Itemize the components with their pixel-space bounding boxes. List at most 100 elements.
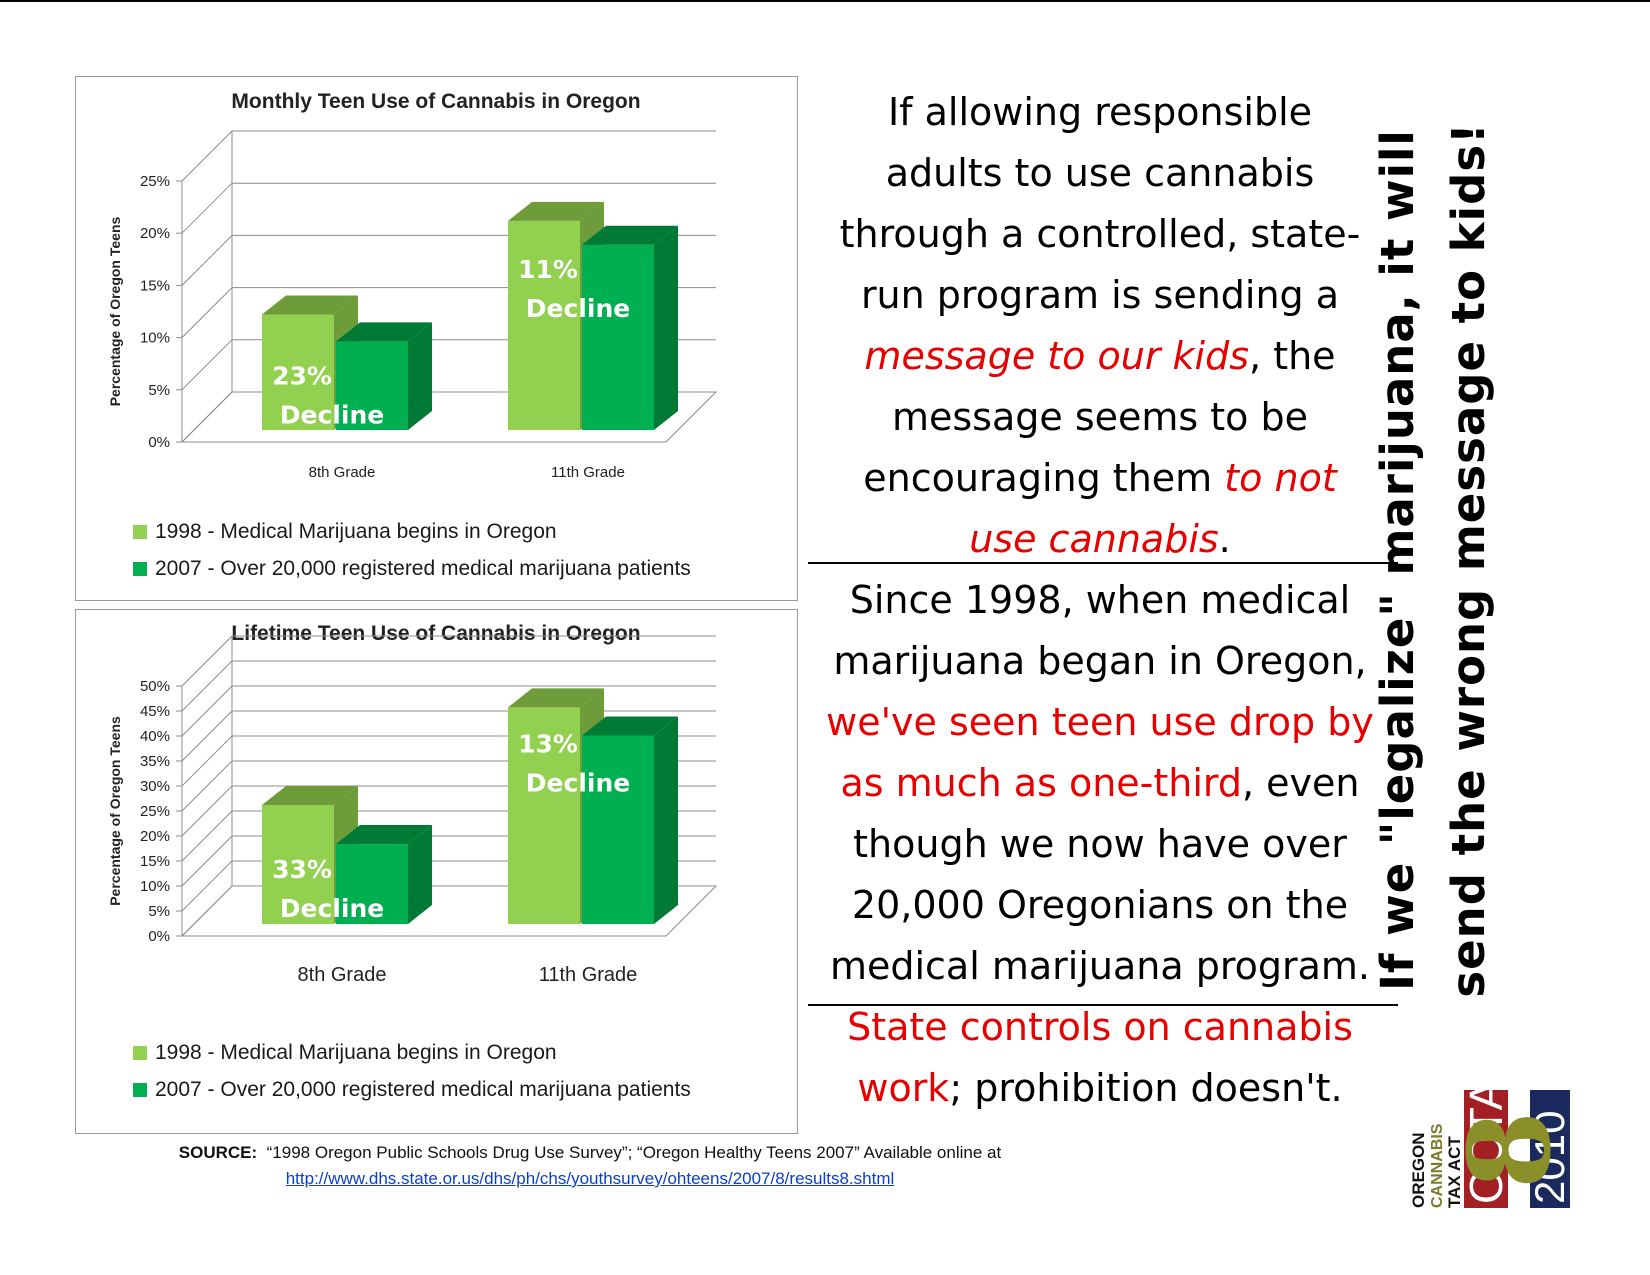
bar-top: [508, 688, 604, 708]
argument-paragraph-2: Since 1998, when medical marijuana began…: [805, 570, 1395, 997]
logo-year: 2010: [1526, 1111, 1573, 1204]
bar-side: [654, 716, 678, 924]
highlight-text: State controls on cannabis: [847, 1005, 1353, 1049]
bar-front: [336, 341, 408, 430]
text-line: work; prohibition doesn't.: [805, 1058, 1395, 1119]
bar-front: [582, 244, 654, 430]
lifetime-chart-legend: 1998 - Medical Marijuana begins in Orego…: [133, 1034, 691, 1108]
x-tick-label: 8th Grade: [309, 464, 376, 481]
y-tick-label: 45%: [140, 703, 170, 720]
x-tick-label: 11th Grade: [551, 464, 625, 481]
divider-line: [808, 562, 1398, 564]
text-line: use cannabis.: [805, 509, 1395, 570]
text-fragment: , even: [1242, 761, 1360, 805]
chart-title: Monthly Teen Use of Cannabis in Oregon: [231, 90, 640, 113]
bar-top: [582, 225, 678, 245]
logo-acronym: OCTA: [1460, 1080, 1512, 1204]
text-fragment: , the: [1249, 334, 1336, 378]
top-border-line: [0, 0, 1650, 2]
data-label-percent: 11%: [518, 255, 578, 284]
y-tick-label: 25%: [140, 173, 170, 190]
bar-front: [262, 314, 334, 430]
highlight-text: message to our kids: [864, 334, 1250, 378]
source-text: “1998 Oregon Public Schools Drug Use Sur…: [266, 1143, 1002, 1162]
highlight-text: as much as one-third: [840, 761, 1243, 805]
y-tick-label: 10%: [140, 878, 170, 895]
text-line: 20,000 Oregonians on the: [851, 883, 1349, 927]
highlight-text: to not: [1224, 456, 1337, 500]
y-tick-label: 5%: [148, 382, 170, 399]
legend-swatch-1998: [133, 524, 147, 539]
monthly-chart-legend: 1998 - Medical Marijuana begins in Orego…: [133, 513, 691, 587]
chart-floor: [180, 885, 718, 937]
text-line: though we now have over: [853, 822, 1347, 866]
legend-item-2007: 2007 - Over 20,000 registered medical ma…: [133, 550, 691, 587]
text-line: encouraging them to not: [805, 448, 1395, 509]
lifetime-use-chart: Lifetime Teen Use of Cannabis in Oregon 0…: [75, 609, 798, 1134]
source-link[interactable]: http://www.dhs.state.or.us/dhs/ph/chs/yo…: [285, 1169, 895, 1188]
bar-top: [262, 786, 358, 805]
highlight-text: use cannabis: [969, 517, 1219, 561]
y-tick-label: 15%: [140, 277, 170, 294]
bar-side: [408, 825, 432, 924]
y-tick-label: 25%: [140, 803, 170, 820]
y-tick-label: 10%: [140, 330, 170, 347]
gridline: [181, 130, 716, 182]
data-label-decline: Decline: [526, 768, 630, 797]
bar-front: [336, 844, 408, 924]
bar-front: [262, 805, 334, 924]
text-line: message to our kids, the: [805, 326, 1395, 387]
data-label-decline: Decline: [526, 294, 630, 323]
logo-figure-eight: 8: [1445, 1111, 1576, 1189]
logo-text-tax-act: TAX ACT: [1445, 1136, 1464, 1208]
text-line: run program is sending a: [860, 273, 1340, 317]
divider-line: [808, 1004, 1398, 1006]
monthly-use-chart: Monthly Teen Use of Cannabis in Oregon 0%…: [75, 76, 798, 601]
bar-front: [582, 735, 654, 924]
monthly-use-chart-svg: Monthly Teen Use of Cannabis in Oregon 0%…: [107, 90, 718, 481]
source-label: SOURCE:: [178, 1143, 258, 1162]
slogan-line-1: If we "legalize" marijuana, it will: [1371, 129, 1424, 991]
bar-top: [262, 295, 358, 315]
legend-label-2007: 2007 - Over 20,000 registered medical ma…: [155, 1077, 691, 1101]
logo-text-oregon: OREGON: [1409, 1132, 1428, 1208]
logo-red-block: [1464, 1090, 1508, 1208]
text-line: message seems to be: [891, 395, 1309, 439]
text-line: medical marijuana program.: [829, 944, 1371, 988]
y-tick-label: 30%: [140, 778, 170, 795]
legend-label-1998: 1998 - Medical Marijuana begins in Orego…: [155, 1040, 557, 1064]
data-label-decline: Decline: [280, 894, 384, 923]
logo-text-cannabis: CANNABIS: [1429, 1123, 1446, 1208]
argument-conclusion: State controls on cannabis work; prohibi…: [805, 997, 1395, 1119]
data-label-percent: 23%: [272, 361, 332, 390]
octa-2010-logo: OREGON CANNABIS TAX ACT OCTA 2010 8: [1409, 1080, 1576, 1208]
y-tick-label: 40%: [140, 728, 170, 745]
bar-top: [336, 322, 432, 342]
x-tick-label: 8th Grade: [298, 964, 387, 986]
legend-swatch-1998: [133, 1045, 147, 1060]
bar-side: [408, 322, 432, 430]
bar-top: [582, 716, 678, 736]
text-fragment: encouraging them: [863, 456, 1225, 500]
data-label-decline: Decline: [280, 400, 384, 429]
legend-label-1998: 1998 - Medical Marijuana begins in Orego…: [155, 519, 557, 543]
legend-label-2007: 2007 - Over 20,000 registered medical ma…: [155, 556, 691, 580]
bar-front: [508, 707, 580, 924]
x-tick-label: 11th Grade: [539, 964, 638, 986]
data-label-percent: 33%: [272, 855, 332, 884]
legend-item-1998: 1998 - Medical Marijuana begins in Orego…: [133, 513, 691, 550]
argument-paragraph-1: If allowing responsible adults to use ca…: [805, 82, 1395, 570]
y-tick-label: 20%: [140, 828, 170, 845]
legend-swatch-2007: [133, 1082, 147, 1097]
gridline: [181, 182, 716, 234]
text-line: through a controlled, state-: [839, 212, 1361, 256]
text-line: marijuana began in Oregon,: [833, 639, 1367, 683]
bar-front: [508, 220, 580, 430]
text-line: as much as one-third, even: [805, 753, 1395, 814]
text-line: adults to use cannabis: [885, 151, 1315, 195]
y-tick-label: 15%: [140, 853, 170, 870]
data-label-percent: 13%: [518, 729, 578, 758]
text-line: If allowing responsible: [887, 90, 1313, 134]
legend-item-1998: 1998 - Medical Marijuana begins in Orego…: [133, 1034, 691, 1071]
highlight-text: work: [857, 1066, 950, 1110]
